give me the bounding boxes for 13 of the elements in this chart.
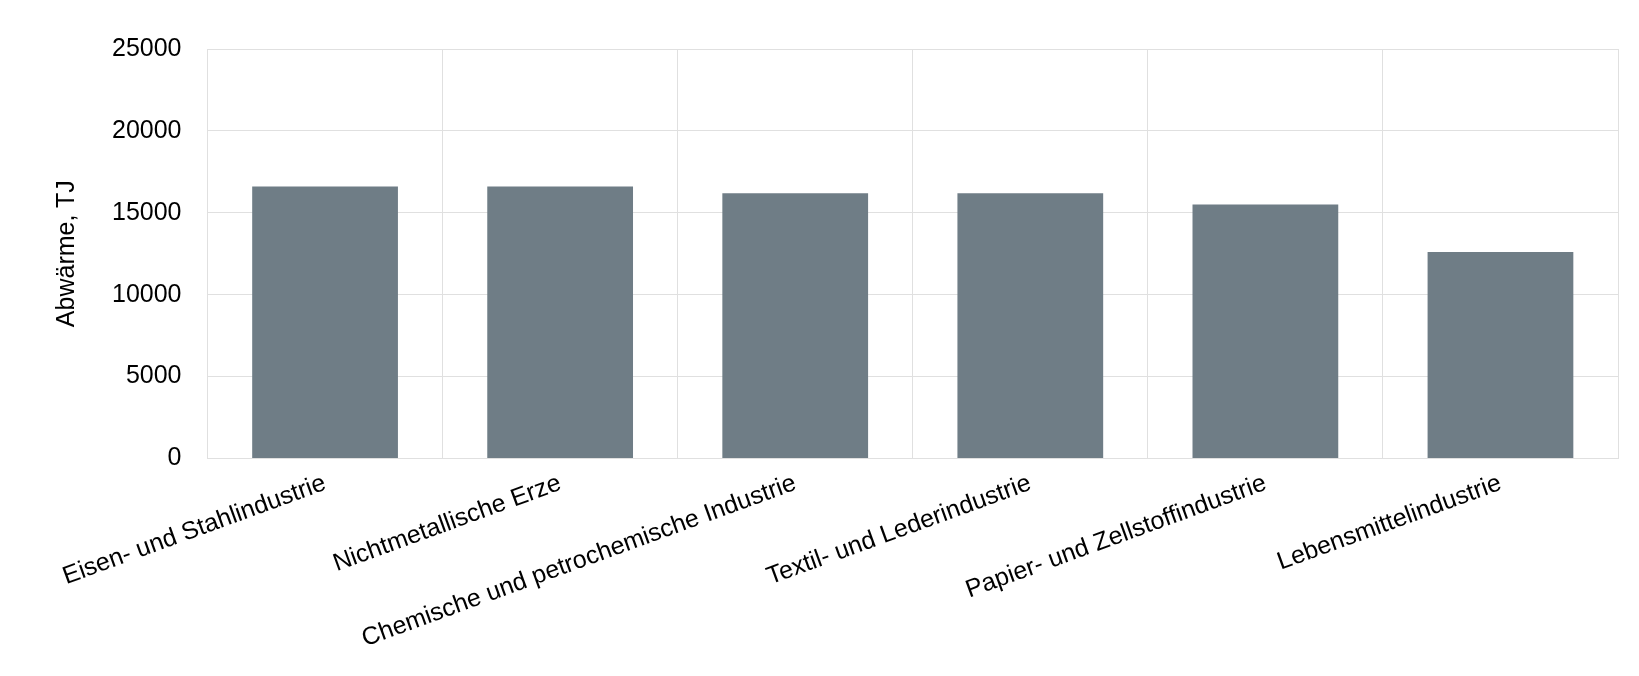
y-tick-label: 15000 — [111, 196, 182, 225]
y-tick-label: 25000 — [111, 32, 182, 61]
bar — [1192, 204, 1339, 458]
bar — [487, 186, 634, 458]
bar — [722, 193, 869, 458]
y-tick-label: 20000 — [111, 114, 182, 143]
y-tick-label: 10000 — [111, 278, 182, 307]
y-tick-label: 0 — [167, 442, 182, 471]
y-tick-label: 5000 — [125, 360, 182, 389]
bar — [1427, 252, 1574, 458]
y-axis-title: Abwärme, TJ — [50, 180, 79, 328]
bar — [957, 193, 1104, 458]
bar — [252, 186, 398, 458]
